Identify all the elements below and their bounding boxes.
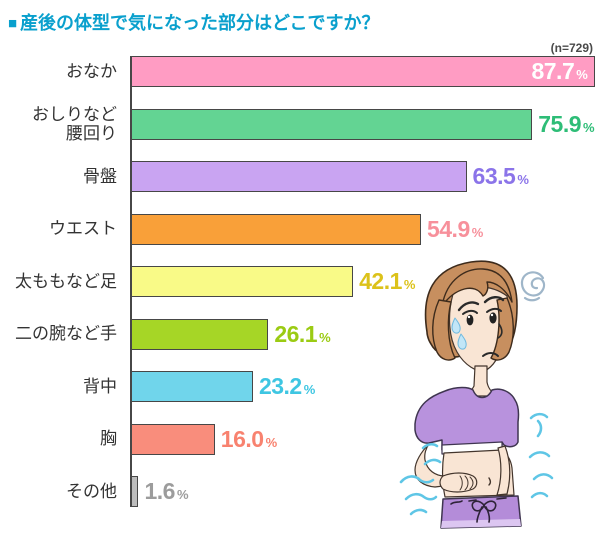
bar-zone: 1.6% — [123, 476, 600, 507]
category-label-line: 二の腕など手 — [15, 324, 117, 344]
bar-zone: 26.1% — [123, 318, 600, 350]
value-number: 16.0 — [220, 425, 264, 452]
category-label-line: ウエスト — [49, 219, 117, 239]
category-label-line: おしりなど — [32, 104, 117, 124]
bar-zone: 23.2% — [123, 371, 600, 402]
percent-sign: % — [403, 277, 416, 292]
sample-size-note: (n=729) — [550, 41, 593, 55]
bar-row: 胸 16.0% — [0, 423, 600, 477]
value-number: 42.1 — [359, 268, 402, 294]
category-label: 胸 — [0, 424, 123, 455]
category-label-line: おなか — [66, 61, 117, 81]
value-label: 75.9% — [538, 110, 595, 137]
value-number: 63.5 — [472, 163, 516, 189]
percent-sign: % — [471, 224, 484, 240]
value-number: 54.9 — [426, 215, 470, 242]
bar — [130, 371, 253, 402]
y-axis-line — [130, 56, 132, 507]
category-label-line: その他 — [66, 481, 117, 501]
bar-zone: 87.7% — [123, 56, 600, 87]
category-label: 二の腕など手 — [0, 319, 123, 350]
title-bullet-icon: ■ — [8, 15, 18, 32]
percent-sign: % — [176, 487, 189, 502]
value-label: 63.5% — [473, 165, 529, 188]
value-label: 26.1% — [274, 320, 331, 347]
bar — [130, 318, 269, 350]
bar — [130, 161, 467, 192]
value-label: 16.0% — [220, 425, 278, 452]
bar-row: その他 1.6% — [0, 476, 600, 529]
bar-row: 二の腕など手 26.1% — [0, 318, 600, 372]
bar-rows: おなか 87.7% おしりなど 腰回り 75.9% 骨盤 63.5% ウエスト 54.9% 太もも… — [0, 56, 600, 529]
value-label: 87.7% — [531, 60, 593, 83]
bar-zone: 75.9% — [123, 108, 600, 140]
bar — [130, 266, 354, 297]
bar-row: おなか 87.7% — [0, 56, 600, 109]
value-number: 1.6 — [144, 478, 175, 504]
chart-title-text: 産後の体型で気になった部分はどこですか？ — [20, 13, 380, 33]
value-number: 87.7 — [531, 58, 575, 84]
value-number: 23.2 — [258, 373, 302, 399]
category-label-line: 腰回り — [66, 124, 117, 143]
chart-title: ■ 産後の体型で気になった部分はどこですか？ — [8, 9, 380, 35]
category-label: その他 — [0, 476, 123, 507]
bar-zone: 63.5% — [123, 161, 600, 192]
percent-sign: % — [319, 329, 331, 345]
value-label: 42.1% — [359, 270, 415, 293]
value-label: 23.2% — [259, 375, 315, 398]
category-label: 太ももなど足 — [0, 266, 123, 297]
bar-row: 太ももなど足 42.1% — [0, 266, 600, 319]
category-label-line: 胸 — [100, 429, 117, 449]
bar — [130, 213, 421, 245]
value-number: 26.1 — [274, 320, 318, 347]
bar-zone: 16.0% — [123, 423, 600, 455]
bar-row: 骨盤 63.5% — [0, 161, 600, 214]
bar-zone: 54.9% — [123, 213, 600, 245]
percent-sign: % — [303, 382, 316, 397]
category-label-line: 骨盤 — [83, 166, 117, 186]
category-label: おなか — [0, 56, 123, 87]
percent-sign: % — [265, 434, 278, 450]
category-label: おしりなど 腰回り — [0, 105, 123, 143]
percent-sign: % — [576, 67, 588, 82]
value-number: 75.9 — [538, 110, 582, 137]
category-label: 骨盤 — [0, 161, 123, 192]
bar — [130, 108, 533, 140]
bar: 87.7% — [130, 56, 595, 87]
category-label-line: 背中 — [83, 376, 117, 396]
percent-sign: % — [517, 172, 529, 187]
percent-sign: % — [583, 119, 595, 135]
bar-row: おしりなど 腰回り 75.9% — [0, 105, 600, 162]
bar-row: ウエスト 54.9% — [0, 213, 600, 267]
bar — [130, 423, 215, 455]
bar-row: 背中 23.2% — [0, 371, 600, 424]
category-label-line: 太ももなど足 — [15, 271, 117, 291]
category-label: 背中 — [0, 371, 123, 402]
bar-zone: 42.1% — [123, 266, 600, 297]
category-label: ウエスト — [0, 214, 123, 245]
value-label: 1.6% — [144, 480, 188, 503]
value-label: 54.9% — [426, 215, 484, 242]
